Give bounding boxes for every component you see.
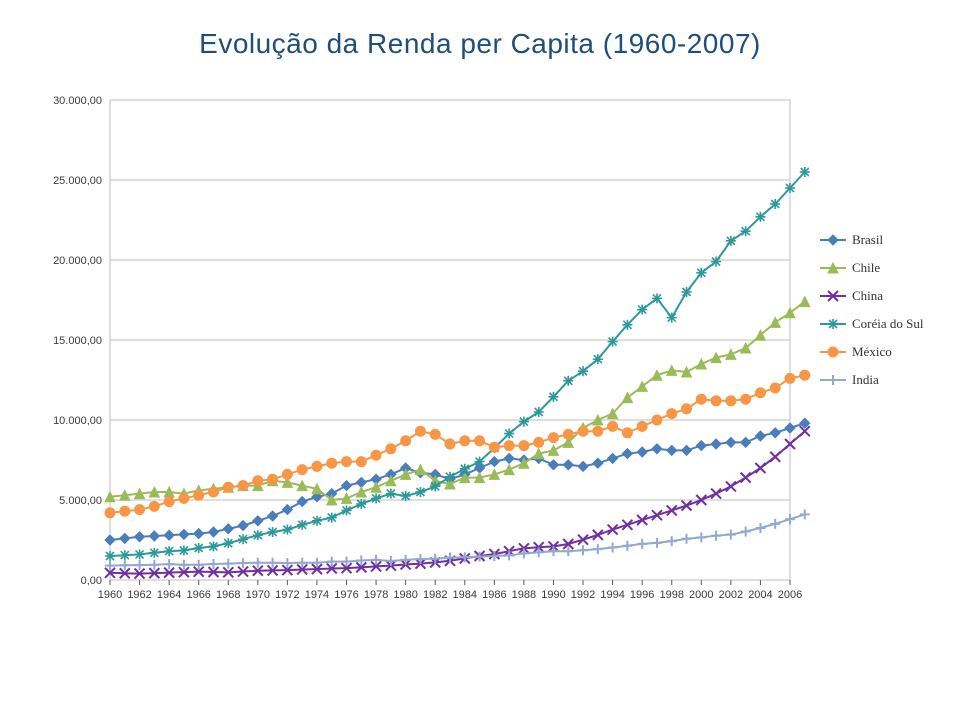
svg-text:México: México [852, 344, 892, 359]
svg-text:1960: 1960 [98, 589, 122, 601]
svg-text:1966: 1966 [186, 589, 210, 601]
svg-text:1980: 1980 [393, 589, 417, 601]
chart-title: Evolução da Renda per Capita (1960-2007) [0, 28, 960, 60]
svg-text:2004: 2004 [748, 589, 772, 601]
svg-text:Chile: Chile [852, 260, 880, 275]
svg-text:1962: 1962 [127, 589, 151, 601]
svg-text:1978: 1978 [364, 589, 388, 601]
svg-text:1986: 1986 [482, 589, 506, 601]
svg-text:25.000,00: 25.000,00 [53, 175, 102, 187]
series-China [105, 426, 810, 578]
svg-text:1990: 1990 [541, 589, 565, 601]
svg-text:1996: 1996 [630, 589, 654, 601]
svg-text:1998: 1998 [659, 589, 683, 601]
svg-text:30.000,00: 30.000,00 [53, 95, 102, 107]
svg-text:5.000,00: 5.000,00 [59, 495, 102, 507]
svg-text:1970: 1970 [246, 589, 270, 601]
svg-text:1968: 1968 [216, 589, 240, 601]
svg-text:India: India [852, 372, 879, 387]
svg-text:1992: 1992 [571, 589, 595, 601]
chart-svg: 0,00 5.000,00 10.000,00 15.000,00 20.000,00 2… [30, 90, 930, 650]
svg-text:10.000,00: 10.000,00 [53, 415, 102, 427]
svg-text:1988: 1988 [512, 589, 536, 601]
svg-text:1994: 1994 [600, 589, 624, 601]
svg-text:Coréia do Sul: Coréia do Sul [852, 316, 924, 331]
svg-text:1984: 1984 [453, 589, 477, 601]
svg-text:1976: 1976 [334, 589, 358, 601]
svg-text:15.000,00: 15.000,00 [53, 335, 102, 347]
svg-text:1974: 1974 [305, 589, 329, 601]
svg-text:1972: 1972 [275, 589, 299, 601]
svg-text:1982: 1982 [423, 589, 447, 601]
svg-text:1964: 1964 [157, 589, 181, 601]
svg-text:0,00: 0,00 [81, 575, 102, 587]
svg-text:20.000,00: 20.000,00 [53, 255, 102, 267]
legend: Brasil Chile China Coréia do Sul México India [820, 232, 924, 387]
svg-text:2006: 2006 [778, 589, 802, 601]
svg-text:2000: 2000 [689, 589, 713, 601]
svg-text:China: China [852, 288, 883, 303]
chart-area: 0,00 5.000,00 10.000,00 15.000,00 20.000,00 2… [30, 90, 930, 650]
svg-text:2002: 2002 [719, 589, 743, 601]
series-India [105, 509, 810, 570]
svg-text:Brasil: Brasil [852, 232, 883, 247]
